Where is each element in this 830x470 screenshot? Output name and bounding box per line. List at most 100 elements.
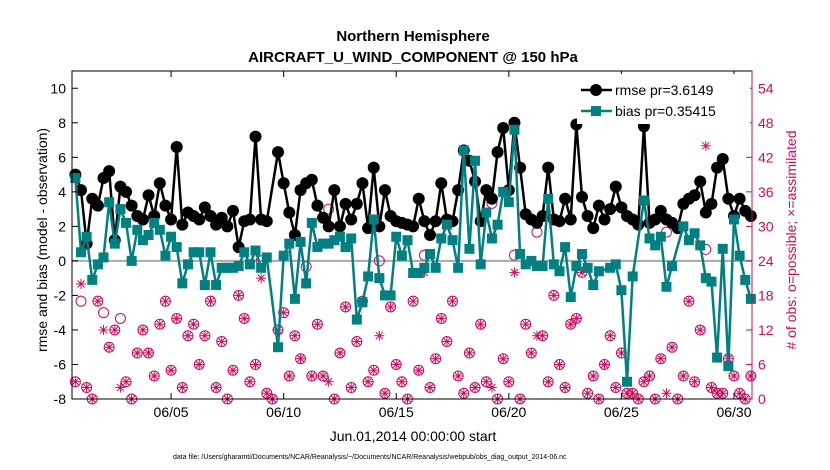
assimilated-obs-point [678,370,689,381]
legend-bias-label: bias pr=0.35415 [615,103,716,119]
assimilated-obs-point [396,376,407,387]
bias-point [582,262,593,273]
bias-point [227,262,238,273]
bias-point [712,352,723,363]
bias-point [683,235,694,246]
rmse-point [559,192,572,205]
assimilated-obs-point [526,347,537,358]
bias-point [745,293,756,304]
assimilated-obs-point [554,359,565,370]
y-tick-label: -2 [54,287,67,303]
rmse-point [424,229,437,241]
bias-point [379,290,390,301]
assimilated-obs-point [425,382,436,393]
y2-tick-label: 48 [758,115,774,131]
y-tick-label: 2 [58,218,66,234]
assimilated-obs-point [256,273,267,284]
bias-point [188,247,199,258]
assimilated-obs-point [233,290,244,301]
x-tick-label: 06/20 [491,404,526,420]
bias-point [391,231,402,242]
bias-point [605,262,616,273]
rmse-point [322,220,335,233]
bias-point [261,252,272,263]
rmse-point [553,215,566,228]
possible-obs-point [114,312,126,324]
bias-point [182,259,193,270]
bias-point [194,247,205,258]
bias-point [104,197,115,208]
bias-point [447,235,458,246]
rmse-point [711,161,724,174]
assimilated-obs-point [340,301,351,312]
rmse-point [435,177,448,190]
y-tick-label: 6 [58,149,66,165]
bias-point [689,228,700,239]
assimilated-obs-point [143,347,154,358]
rmse-point [688,189,701,202]
bias-point [278,250,289,261]
bias-point [244,259,255,270]
assimilated-obs-point [560,382,571,393]
rmse-point [733,192,746,205]
legend: rmse pr=3.6149 bias pr=0.35415 [577,74,750,124]
bias-point [273,342,284,353]
bias-point [306,217,317,228]
bias-point [301,278,312,289]
assimilated-obs-point [81,382,92,393]
y-tick-label: 8 [58,115,66,131]
bias-point [481,207,492,218]
bias-point [177,278,188,289]
bias-point [475,259,486,270]
rmse-point [564,213,577,226]
possible-obs-point [75,295,87,307]
rmse-point [418,215,431,228]
data-file-footnote: data file: /Users/gharamti/Documents/NCA… [173,454,567,461]
y2-tick-label: 0 [758,391,766,407]
y-tick-label: 0 [58,253,66,269]
bias-point [548,259,559,270]
assimilated-obs-point [295,353,306,364]
rmse-point [491,146,504,159]
assimilated-obs-point [728,370,739,381]
assimilated-obs-point [92,296,103,307]
assimilated-obs-point [498,353,509,364]
bias-point [577,248,587,259]
y-axis-label: rmse and bias (model - observation) [34,128,50,352]
assimilated-obs-point [104,342,115,353]
assimilated-obs-point [289,330,300,341]
bias-point [638,195,649,206]
bias-point [363,271,374,282]
assimilated-obs-point [582,388,593,399]
bias-point [441,219,452,230]
rmse-point [339,197,352,210]
bias-point [458,145,469,156]
assimilated-obs-point [655,353,666,364]
rmse-point [103,165,116,178]
bias-point [515,248,526,259]
assimilated-obs-point [323,376,334,387]
bias-point [340,242,351,253]
bias-point [425,248,436,259]
assimilated-obs-point [199,330,210,341]
assimilated-obs-point [312,319,323,330]
assimilated-obs-point [588,370,599,381]
bias-point [436,233,447,244]
y-tick-label: 10 [50,80,66,96]
rmse-point [215,211,228,224]
rmse-point [120,185,133,198]
assimilated-obs-point [503,376,514,387]
bias-point [368,214,379,225]
rmse-point [260,215,273,228]
rmse-point [632,218,645,231]
y2-tick-label: 30 [758,218,774,234]
bias-point [661,281,672,292]
assimilated-obs-point [745,370,756,381]
bias-point [723,361,734,372]
rmse-point [75,184,88,197]
rmse-point [485,192,498,205]
x-axis-label: Jun.01,2014 00:00:00 start [330,428,497,444]
assimilated-obs-point [121,376,132,387]
bias-point [593,266,604,277]
rmse-point [615,201,628,214]
